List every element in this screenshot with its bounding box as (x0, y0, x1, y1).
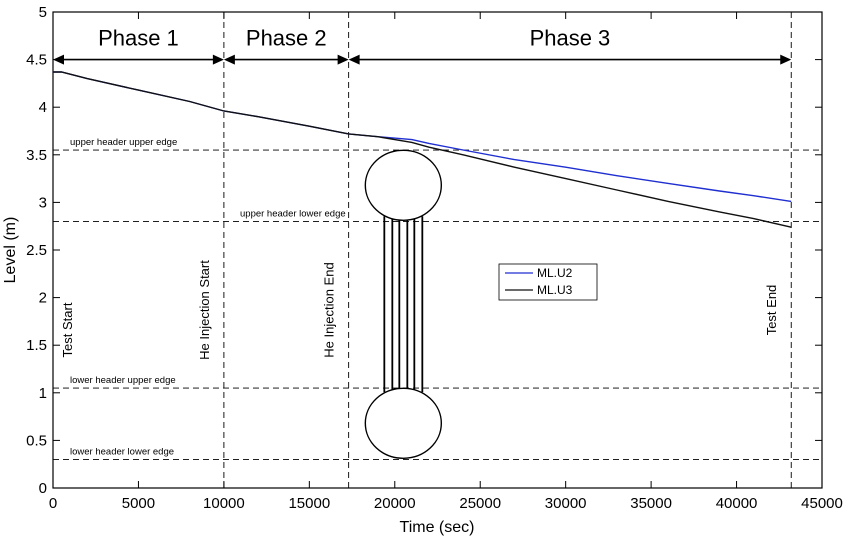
y-tick-label: 5 (39, 4, 47, 21)
axis-ticks: 0 5000 10000 15000 20000 25000 30000 35000 40000… (26, 4, 843, 512)
y-tick-label: 0 (39, 480, 47, 497)
x-tick-label: 5000 (122, 495, 155, 512)
y-tick-label: 0.5 (26, 432, 47, 449)
phase-arrow-head-left (223, 54, 235, 65)
phase-label: Phase 1 (98, 26, 179, 51)
header-edge-label: upper header upper edge (70, 137, 177, 148)
x-tick-label: 35000 (630, 495, 672, 512)
phase-label: Phase 2 (246, 26, 327, 51)
header-schematic (364, 149, 443, 459)
y-tick-label: 2 (39, 290, 47, 307)
header-edge-markers: upper header upper edge upper header lowe… (53, 137, 822, 460)
phase-arrows: Phase 1 Phase 2 Phase 3 (53, 26, 792, 65)
y-tick-label: 2.5 (26, 242, 47, 259)
x-tick-label: 45000 (801, 495, 843, 512)
x-tick-label: 25000 (459, 495, 501, 512)
phase-arrow-head-right (337, 54, 349, 65)
header-edge-label: lower header upper edge (70, 375, 176, 386)
header-edge-label: lower header lower edge (70, 446, 174, 457)
phase-arrow-head-right (212, 54, 224, 65)
x-tick-label: 0 (49, 495, 57, 512)
x-tick-label: 30000 (545, 495, 587, 512)
legend-label-ml-u3: ML.U3 (537, 283, 573, 297)
y-tick-label: 1 (39, 385, 47, 402)
test-start-label: Test Start (60, 302, 75, 357)
phase-arrow-head-left (348, 54, 360, 65)
x-tick-label: 15000 (288, 495, 330, 512)
y-tick-label: 3.5 (26, 147, 47, 164)
phase-arrow-head-left (53, 54, 64, 65)
legend-label-ml-u2: ML.U2 (537, 266, 573, 280)
lower-header-circle (364, 387, 443, 459)
legend: ML.U2 ML.U3 (498, 263, 598, 301)
x-axis-title: Time (sec) (400, 519, 475, 536)
series-lines (53, 71, 792, 228)
x-tick-label: 20000 (374, 495, 416, 512)
y-tick-label: 4.5 (26, 52, 47, 69)
event-marker-label: He Injection Start (197, 260, 212, 360)
x-tick-label: 40000 (716, 495, 758, 512)
x-tick-label: 10000 (203, 495, 245, 512)
event-marker-label: He Injection End (322, 262, 337, 357)
y-axis-title: Level (m) (2, 217, 19, 284)
phase-label: Phase 3 (530, 26, 611, 51)
y-tick-label: 3 (39, 194, 47, 211)
upper-header-circle (364, 149, 443, 221)
y-tick-label: 1.5 (26, 337, 47, 354)
phase-arrow-head-right (780, 54, 792, 65)
series-line-ml-u3 (53, 71, 792, 228)
legend-box (498, 263, 598, 301)
header-edge-label: upper header lower edge (240, 208, 346, 219)
y-tick-label: 4 (39, 99, 47, 116)
event-marker-label: Test End (764, 285, 779, 336)
event-markers: He Injection Start He Injection End Test E… (197, 12, 792, 488)
